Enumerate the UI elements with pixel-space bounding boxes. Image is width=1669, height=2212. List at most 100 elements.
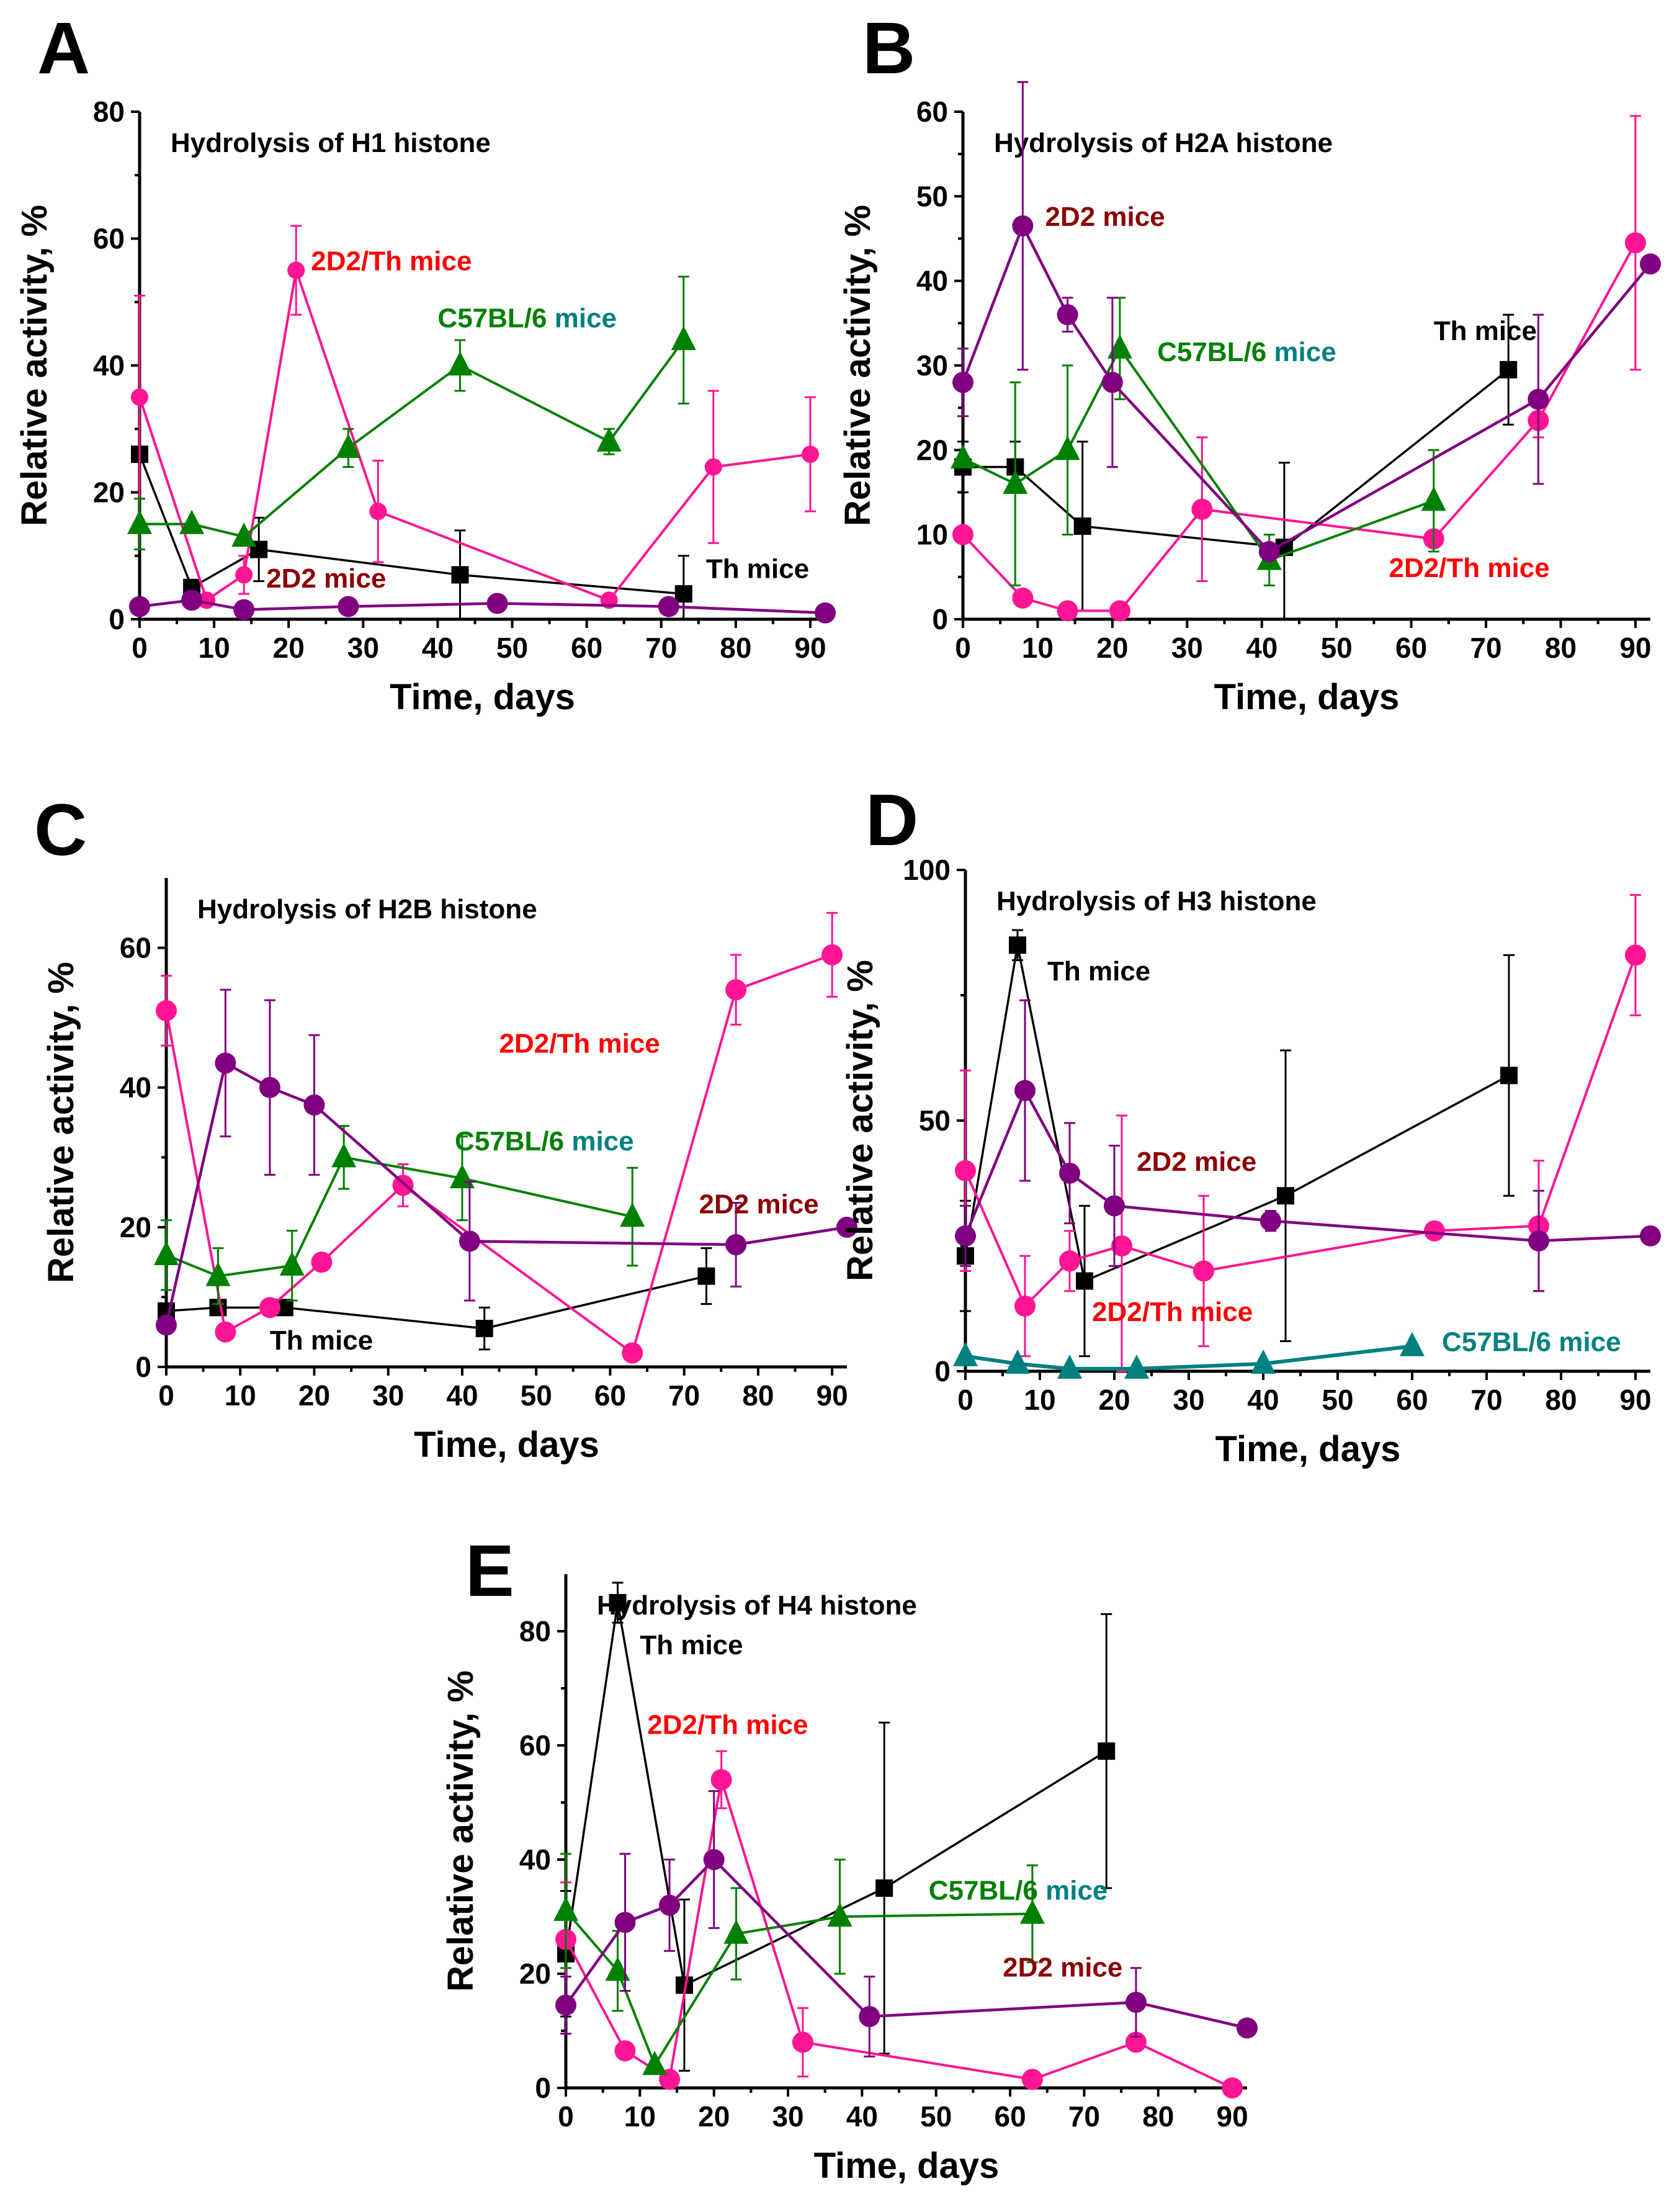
series-d2 (156, 988, 857, 1336)
data-point (955, 1225, 976, 1247)
panel-letter: C (34, 789, 87, 871)
x-tick-label: 30 (1171, 632, 1203, 664)
data-point (1014, 1295, 1036, 1317)
data-point (1111, 1235, 1132, 1256)
data-point (1014, 1080, 1036, 1101)
x-tick-label: 90 (794, 632, 826, 664)
series-label: C57BL/6 mice (1442, 1327, 1621, 1358)
data-point (311, 1252, 333, 1273)
x-tick-label: 60 (571, 632, 602, 664)
series-d2 (955, 999, 1661, 1292)
series-label-text: 2D2 mice (1137, 1147, 1256, 1177)
data-point (336, 433, 361, 459)
x-tick-label: 80 (742, 1379, 774, 1412)
series-label-suffix: mice (1266, 337, 1336, 367)
series-label: C57BL/6 mice (437, 303, 617, 334)
x-tick-label: 20 (273, 632, 305, 664)
series-label: C57BL/6 mice (455, 1126, 634, 1157)
data-point (951, 444, 975, 469)
series-label-text: C57BL/6 (1157, 337, 1266, 367)
data-point (1076, 1272, 1093, 1290)
y-tick-label: 0 (135, 1351, 151, 1383)
series-label-text: Th mice (270, 1325, 373, 1356)
data-point (1101, 372, 1123, 393)
y-tick-label: 100 (903, 854, 951, 886)
series-label: 2D2/Th mice (647, 1710, 808, 1740)
data-point (259, 1077, 280, 1098)
series-c57 (951, 297, 1446, 586)
data-point (1237, 2017, 1258, 2039)
x-tick-label: 70 (645, 632, 677, 664)
x-tick-label: 0 (132, 632, 148, 664)
y-tick-label: 60 (916, 96, 948, 128)
series-c57_teal (953, 1332, 1425, 1379)
x-tick-label: 70 (668, 1379, 700, 1412)
series-label: Th mice (1434, 316, 1537, 346)
panel-a: A 0 10 20 30 40 50 60 70 80 90 0 20 40 60 80 Time, days R… (14, 7, 836, 717)
y-axis-title: Relative activity, % (441, 1670, 481, 1992)
series-label-text: Th mice (1047, 956, 1150, 987)
data-point (1109, 600, 1130, 622)
x-tick-label: 60 (1396, 1384, 1428, 1416)
series-label: 2D2 mice (266, 563, 386, 594)
data-point (154, 1240, 179, 1265)
data-point (1098, 1742, 1116, 1760)
series-d2 (129, 589, 836, 624)
data-point (1021, 2069, 1043, 2090)
y-tick-label: 40 (120, 1072, 151, 1104)
series-c57 (553, 1853, 1045, 2075)
y-axis-title: Relative activity, % (14, 205, 55, 526)
data-point (259, 1297, 280, 1319)
y-tick-label: 0 (109, 603, 125, 635)
data-point (674, 585, 692, 603)
series-label-text: C57BL/6 (437, 303, 547, 334)
data-point (331, 1143, 357, 1168)
x-tick-label: 10 (624, 2100, 656, 2133)
x-tick-label: 50 (496, 632, 528, 664)
series-label-text: 2D2/Th mice (499, 1028, 660, 1059)
y-tick-label: 10 (916, 519, 948, 551)
series-d2th (156, 911, 843, 1364)
data-point (1251, 1349, 1276, 1374)
data-point (1191, 498, 1213, 520)
x-tick-label: 60 (594, 1379, 626, 1412)
data-point (1124, 1354, 1149, 1379)
x-tick-label: 30 (1173, 1384, 1204, 1416)
y-tick-label: 20 (916, 434, 948, 466)
data-point (671, 326, 696, 351)
data-point (233, 599, 255, 620)
x-axis-title: Time, days (390, 677, 575, 717)
x-tick-label: 40 (846, 2100, 878, 2133)
series-label: 2D2/Th mice (499, 1028, 660, 1059)
series-d2th (131, 225, 819, 609)
data-point (1019, 1899, 1045, 1924)
series-label: 2D2 mice (699, 1189, 819, 1219)
data-point (1400, 1332, 1425, 1356)
panel-title: Hydrolysis of H2B histone (197, 894, 537, 925)
data-point (859, 2006, 880, 2027)
data-point (1624, 232, 1646, 254)
data-point (703, 1849, 725, 1870)
data-point (1277, 1187, 1294, 1205)
data-point (642, 2051, 668, 2075)
y-tick-label: 20 (120, 1211, 151, 1243)
y-axis-title: Relative activity, % (838, 205, 878, 526)
data-point (875, 1879, 893, 1897)
series-label-suffix: mice (1038, 1875, 1108, 1905)
data-point (181, 589, 203, 611)
x-tick-label: 90 (1619, 632, 1651, 664)
data-point (447, 351, 473, 376)
series-label-suffix: mice (547, 303, 617, 334)
series-label: Th mice (706, 554, 809, 584)
series-th (158, 1247, 715, 1351)
series-c57 (154, 1125, 645, 1305)
data-point (1104, 1195, 1125, 1217)
data-point (1125, 1992, 1147, 2013)
series-label: Th mice (270, 1325, 373, 1356)
series-label-text: 2D2/Th mice (311, 246, 472, 277)
x-tick-label: 0 (558, 2100, 574, 2133)
x-tick-label: 0 (158, 1379, 174, 1412)
x-axis-title: Time, days (1215, 1429, 1401, 1469)
x-tick-label: 20 (1096, 632, 1128, 664)
series-label-text: C57BL/6 (929, 1875, 1038, 1905)
